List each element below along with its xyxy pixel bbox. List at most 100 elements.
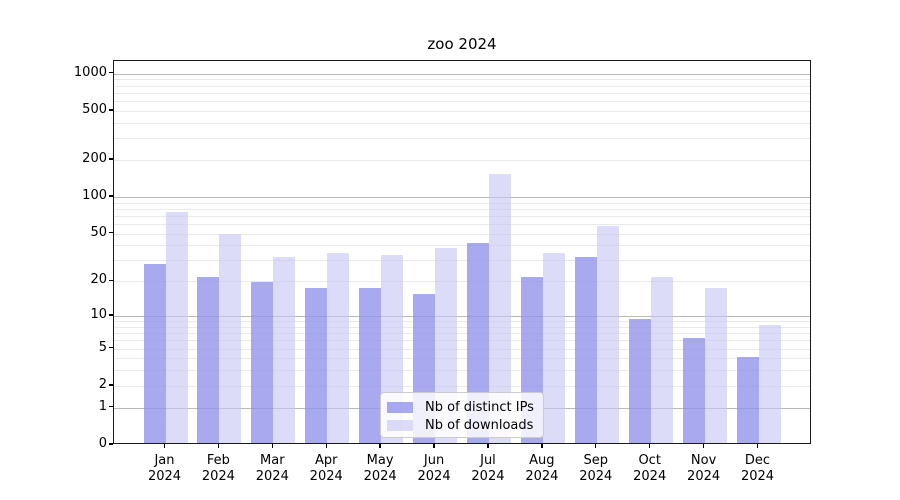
gridline-minor-5 xyxy=(114,348,810,350)
bar-downloads-mar xyxy=(273,256,296,443)
gridline-minor-60 xyxy=(114,224,810,226)
y-tick-mark-100 xyxy=(109,195,113,197)
bar-downloads-jul xyxy=(488,174,511,443)
bar-downloads-aug xyxy=(542,253,565,443)
legend-item-distinct-ips: Nb of distinct IPs xyxy=(387,398,535,416)
x-tick-mark-mar xyxy=(271,444,273,448)
chart-title: zoo 2024 xyxy=(427,35,497,53)
x-tick-label-dec: Dec 2024 xyxy=(740,453,775,484)
bar-distinct-ips-feb xyxy=(197,276,220,443)
legend-label-distinct-ips: Nb of distinct IPs xyxy=(425,399,534,415)
x-tick-mark-feb xyxy=(217,444,220,448)
gridline-minor-90 xyxy=(114,202,810,204)
bar-distinct-ips-may xyxy=(359,287,382,443)
bar-downloads-jan xyxy=(165,212,188,443)
y-tick-mark-50 xyxy=(109,231,113,234)
y-tick-label-50: 50 xyxy=(90,224,107,240)
y-tick-label-2: 2 xyxy=(98,376,107,392)
x-tick-label-jan: Jan 2024 xyxy=(147,453,182,484)
y-tick-label-20: 20 xyxy=(90,272,107,288)
x-tick-label-nov: Nov 2024 xyxy=(687,453,721,484)
bar-downloads-apr xyxy=(327,253,350,443)
x-tick-mark-aug xyxy=(541,444,543,448)
gridline-minor-30 xyxy=(114,260,810,262)
x-tick-label-sep: Sep 2024 xyxy=(579,453,613,484)
bar-distinct-ips-sep xyxy=(574,256,597,443)
gridline-minor-700 xyxy=(114,92,810,94)
gridline-minor-6 xyxy=(114,340,810,342)
x-tick-label-may: May 2024 xyxy=(363,453,397,484)
bar-downloads-feb xyxy=(219,233,242,443)
gridline-minor-3 xyxy=(114,370,810,372)
gridline-minor-7 xyxy=(114,333,810,335)
x-tick-mark-dec xyxy=(756,444,759,448)
gridline-minor-4 xyxy=(114,358,810,360)
legend-label-downloads: Nb of downloads xyxy=(425,417,534,433)
bar-downloads-dec xyxy=(758,324,781,443)
gridline-minor-300 xyxy=(114,138,810,140)
y-tick-label-5: 5 xyxy=(98,339,107,355)
legend-swatch-distinct-ips xyxy=(387,401,413,413)
gridline-minor-900 xyxy=(114,79,810,81)
legend: Nb of distinct IPs Nb of downloads xyxy=(380,392,544,438)
x-tick-label-oct: Oct 2024 xyxy=(633,453,667,484)
x-tick-label-mar: Mar 2024 xyxy=(255,453,289,484)
gridline-minor-2 xyxy=(114,385,810,387)
bar-distinct-ips-oct xyxy=(628,319,651,443)
x-tick-label-feb: Feb 2024 xyxy=(201,453,235,484)
y-tick-mark-2 xyxy=(109,384,113,386)
gridline-minor-80 xyxy=(114,208,810,210)
gridline-major-100 xyxy=(114,196,810,198)
bar-distinct-ips-mar xyxy=(251,281,274,443)
gridline-minor-20 xyxy=(114,281,810,283)
bar-distinct-ips-dec xyxy=(736,356,759,443)
bar-distinct-ips-apr xyxy=(305,287,328,443)
x-tick-mark-jun xyxy=(433,444,435,448)
y-tick-mark-1 xyxy=(109,406,113,408)
gridline-minor-40 xyxy=(114,245,810,247)
gridline-minor-70 xyxy=(114,215,810,217)
gridline-minor-8 xyxy=(114,326,810,328)
y-tick-label-10: 10 xyxy=(90,307,107,323)
gridline-major-10 xyxy=(114,316,810,318)
x-tick-mark-may xyxy=(379,444,381,448)
y-tick-mark-20 xyxy=(109,279,113,282)
bar-downloads-nov xyxy=(704,287,727,443)
x-tick-label-jun: Jun 2024 xyxy=(417,453,451,484)
y-tick-mark-5 xyxy=(109,346,113,349)
x-tick-mark-jan xyxy=(163,444,166,448)
y-tick-label-1000: 1000 xyxy=(73,64,107,80)
y-tick-mark-500 xyxy=(109,109,113,111)
y-tick-mark-10 xyxy=(109,314,113,316)
x-tick-mark-jul xyxy=(487,444,489,448)
bar-distinct-ips-jan xyxy=(143,263,166,443)
y-tick-mark-1000 xyxy=(109,71,113,74)
gridline-minor-50 xyxy=(114,233,810,235)
x-tick-label-apr: Apr 2024 xyxy=(309,453,343,484)
y-tick-label-500: 500 xyxy=(82,101,107,117)
x-tick-label-jul: Jul 2024 xyxy=(471,453,505,484)
y-tick-label-1: 1 xyxy=(98,398,107,414)
y-tick-label-0: 0 xyxy=(98,436,107,451)
y-tick-mark-200 xyxy=(109,158,113,160)
plot-area xyxy=(113,60,811,444)
bar-distinct-ips-nov xyxy=(682,338,705,443)
bar-downloads-sep xyxy=(596,225,619,443)
gridline-minor-800 xyxy=(114,85,810,87)
legend-item-downloads: Nb of downloads xyxy=(387,416,535,434)
x-tick-mark-oct xyxy=(648,444,651,448)
gridline-minor-500 xyxy=(114,110,810,112)
gridline-major-1000 xyxy=(114,73,810,75)
x-tick-mark-sep xyxy=(595,444,597,448)
gridline-minor-400 xyxy=(114,122,810,124)
legend-swatch-downloads xyxy=(387,419,413,431)
x-tick-mark-apr xyxy=(325,444,327,448)
gridline-minor-200 xyxy=(114,159,810,161)
bar-downloads-oct xyxy=(650,276,673,443)
gridline-minor-9 xyxy=(114,321,810,323)
gridline-minor-600 xyxy=(114,101,810,103)
y-tick-label-100: 100 xyxy=(82,187,107,203)
x-tick-mark-nov xyxy=(702,444,705,448)
x-tick-label-aug: Aug 2024 xyxy=(525,453,559,484)
